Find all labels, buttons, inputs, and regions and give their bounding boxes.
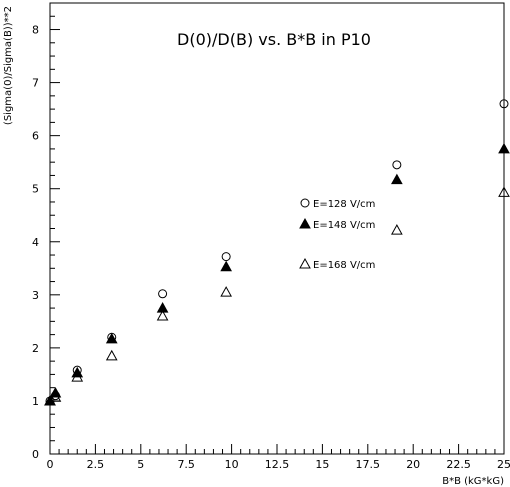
chart-title: D(0)/D(B) vs. B*B in P10 [177, 30, 371, 49]
data-point-series-3 [71, 371, 84, 382]
x-tick-label: 12.5 [265, 458, 290, 471]
data-point-series-3 [220, 286, 233, 297]
data-point-series-2 [105, 332, 118, 344]
legend-marker-series-2 [299, 217, 311, 229]
y-tick-label: 5 [32, 183, 39, 196]
data-point-series-3 [44, 394, 56, 406]
x-tick-label: 22.5 [446, 458, 471, 471]
x-tick-label: 2.5 [87, 458, 105, 471]
data-point-series-2 [498, 142, 510, 154]
legend-label: E=128 V/cm [313, 199, 375, 210]
x-tick-label: 0 [47, 458, 54, 471]
data-point-series-2 [220, 260, 233, 272]
data-points [44, 99, 510, 406]
y-tick-label: 8 [32, 24, 39, 37]
data-point-series-3 [49, 391, 62, 402]
data-point-series-1 [499, 99, 509, 109]
data-point-series-2 [156, 302, 169, 313]
x-tick-label: 20 [406, 458, 420, 471]
x-tick-label: 5 [137, 458, 144, 471]
plot-border [49, 2, 505, 455]
y-tick-label: 4 [32, 236, 39, 249]
data-point-series-3 [391, 224, 403, 235]
y-axis-title: (Sigma(0)/Sigma(B))**2 [3, 6, 14, 125]
x-tick-label: 15 [315, 458, 329, 471]
legend: E=128 V/cm E=148 V/cm E=168 V/cm [299, 198, 375, 271]
x-tick-label: 25 [497, 458, 510, 471]
x-tick-label: 7.5 [177, 458, 195, 471]
data-point-series-3 [105, 349, 118, 361]
data-point-series-3 [156, 310, 169, 321]
y-tick-label: 7 [32, 77, 39, 90]
x-tick-label: 17.5 [356, 458, 381, 471]
data-point-series-1 [392, 160, 402, 170]
y-tick-label: 1 [32, 395, 39, 408]
legend-label: E=148 V/cm [313, 220, 375, 231]
data-point-series-1 [221, 252, 231, 262]
y-tick-label: 2 [32, 342, 39, 355]
x-tick-label: 10 [225, 458, 239, 471]
y-tick-label: 3 [32, 289, 39, 302]
legend-label: E=168 V/cm [313, 260, 375, 271]
y-tick-label: 6 [32, 130, 39, 143]
x-axis-title: B*B (kG*kG) [442, 476, 504, 487]
plot-frame [49, 2, 505, 455]
legend-marker-series-1 [300, 198, 310, 208]
data-point-series-2 [391, 173, 403, 185]
data-point-series-3 [498, 186, 510, 197]
legend-marker-series-3 [299, 257, 311, 269]
y-tick-label: 0 [32, 448, 39, 461]
data-point-series-1 [158, 289, 168, 299]
axis-ticks: 0 2.5 5 7.5 10 12.5 15 17.5 20 22.5 25 0 1 2 3 4 5 6 7 8 [32, 2, 510, 471]
